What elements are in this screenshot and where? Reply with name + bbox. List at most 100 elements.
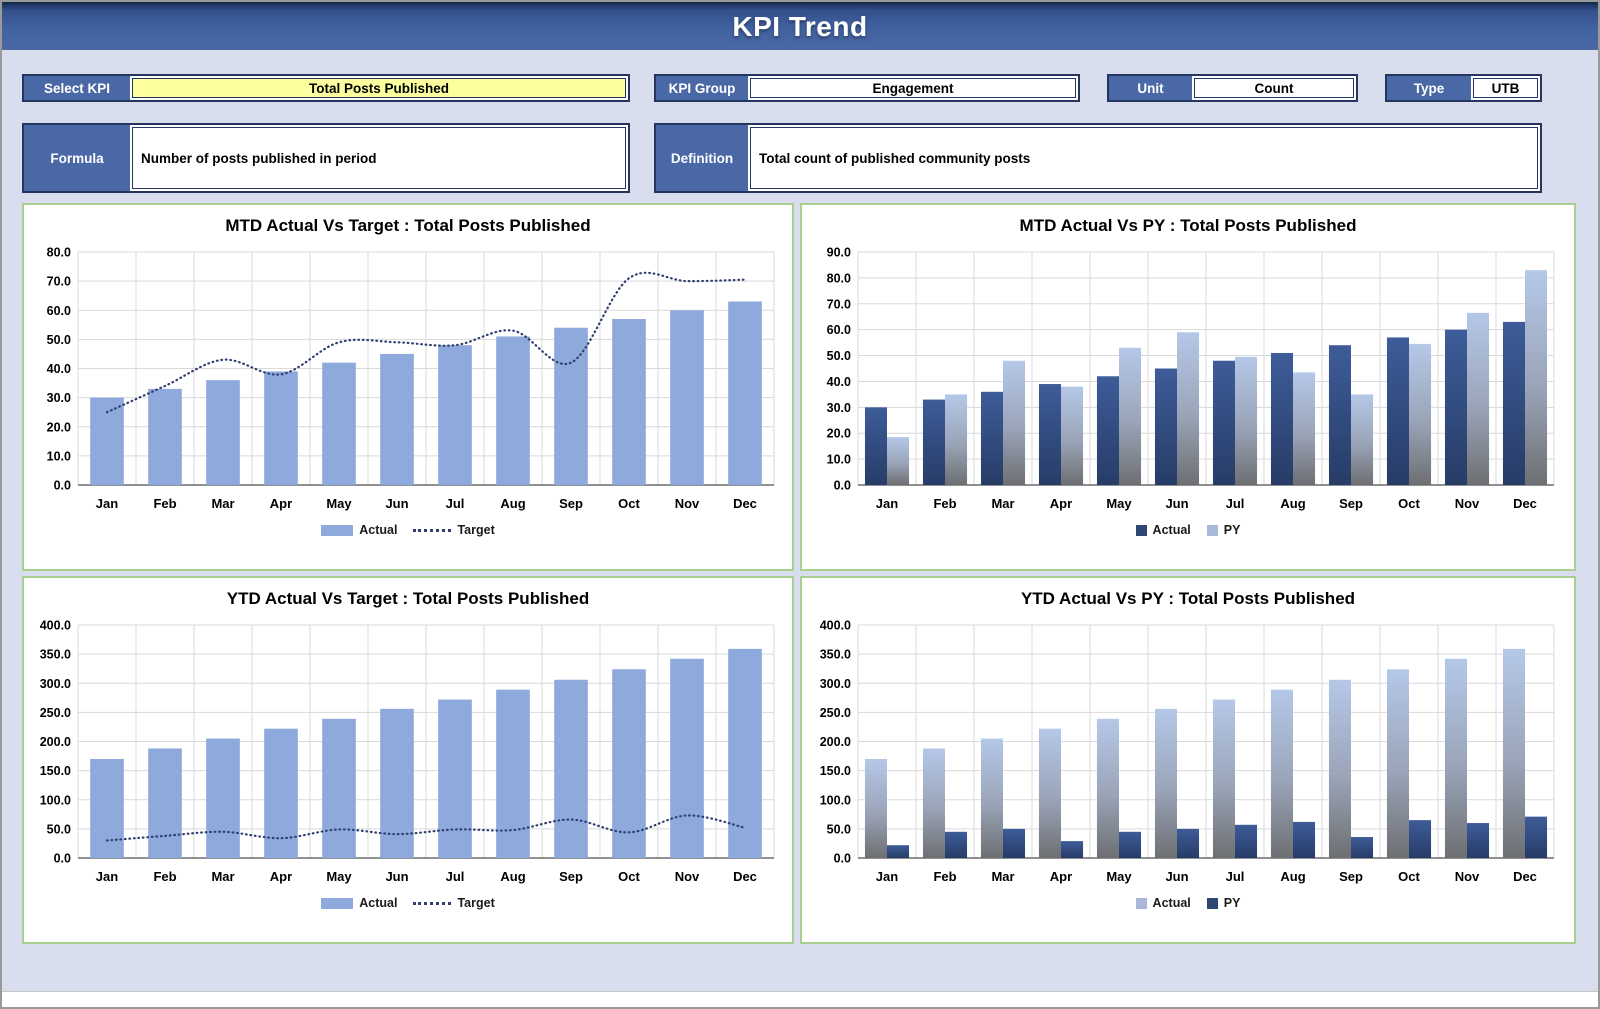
svg-text:Aug: Aug [500,496,525,511]
svg-text:50.0: 50.0 [827,349,851,363]
info-row: Formula Number of posts published in per… [22,123,1564,193]
type-value-cell: UTB [1471,76,1540,100]
svg-text:250.0: 250.0 [40,706,71,720]
svg-text:Mar: Mar [991,496,1014,511]
svg-text:150.0: 150.0 [820,764,851,778]
svg-text:Feb: Feb [153,869,176,884]
svg-text:Apr: Apr [270,869,292,884]
svg-text:Sep: Sep [559,496,583,511]
actual-swatch [1135,897,1147,909]
unit-value-cell: Count [1192,76,1356,100]
unit-field: Unit Count [1107,74,1358,102]
svg-text:Mar: Mar [211,496,234,511]
svg-text:Apr: Apr [1050,496,1072,511]
svg-text:60.0: 60.0 [827,323,851,337]
svg-text:400.0: 400.0 [40,619,71,633]
type-value: UTB [1473,78,1538,98]
svg-text:50.0: 50.0 [827,822,851,836]
type-label: Type [1387,76,1471,100]
select-kpi-value-cell: Total Posts Published [130,76,628,100]
svg-text:Aug: Aug [1280,496,1305,511]
svg-text:300.0: 300.0 [820,677,851,691]
definition-field: Definition Total count of published comm… [654,123,1542,193]
svg-text:70.0: 70.0 [47,275,71,289]
svg-text:Oct: Oct [618,869,640,884]
mtd-py-chart-canvas: 0.0 10.0 20.0 30.0 40.0 50.0 60.0 70.0 80.0 90.0 J… [827,246,1555,511]
formula-field: Formula Number of posts published in per… [22,123,630,193]
svg-text:Jul: Jul [1226,496,1245,511]
svg-text:80.0: 80.0 [827,271,851,285]
svg-text:0.0: 0.0 [834,479,851,493]
legend-label: Target [457,896,495,910]
actual-bar-swatch [321,897,354,909]
svg-text:Feb: Feb [933,869,956,884]
svg-text:Nov: Nov [675,496,700,511]
svg-text:Jul: Jul [446,496,465,511]
svg-text:40.0: 40.0 [827,375,851,389]
svg-text:60.0: 60.0 [47,304,71,318]
kpi-group-label: KPI Group [656,76,748,100]
kpi-group-value: Engagement [750,78,1076,98]
svg-text:100.0: 100.0 [40,793,71,807]
legend-label: Actual [1152,523,1191,537]
definition-value-cell: Total count of published community posts [748,125,1540,191]
kpi-group-value-cell: Engagement [748,76,1078,100]
svg-text:30.0: 30.0 [47,391,71,405]
window-footer [2,991,1598,1007]
svg-text:350.0: 350.0 [820,648,851,662]
legend-item-actual: Actual [321,896,397,910]
chart-title: YTD Actual Vs PY : Total Posts Published [1020,589,1356,608]
select-kpi-label: Select KPI [24,76,130,100]
svg-text:100.0: 100.0 [820,793,851,807]
legend-item-actual: Actual [321,523,397,537]
svg-text:Jan: Jan [876,869,898,884]
chart-panel-mtd-vs-py: MTD Actual Vs PY : Total Posts Published… [800,203,1576,571]
definition-label: Definition [656,125,748,191]
legend-label: Target [457,523,495,537]
unit-value: Count [1194,78,1354,98]
mtd-target-chart-canvas: 0.0 10.0 20.0 30.0 40.0 50.0 60.0 70.0 80.0 Jan Fe… [47,246,775,511]
svg-text:10.0: 10.0 [827,453,851,467]
svg-text:400.0: 400.0 [820,619,851,633]
chart-title: MTD Actual Vs PY : Total Posts Published [1019,216,1357,235]
type-field: Type UTB [1385,74,1542,102]
svg-text:May: May [326,869,352,884]
actual-swatch [1135,524,1147,536]
formula-value-cell: Number of posts published in period [130,125,628,191]
ytd-py-chart-canvas: 0.0 50.0 100.0 150.0 200.0 250.0 300.0 350.0 400… [820,619,1555,884]
legend-item-py: PY [1206,523,1241,537]
svg-text:Apr: Apr [1050,869,1072,884]
svg-text:10.0: 10.0 [47,449,71,463]
svg-text:30.0: 30.0 [827,401,851,415]
select-kpi-field: Select KPI Total Posts Published [22,74,630,102]
charts-grid: MTD Actual Vs Target : Total Posts Publi… [22,203,1576,944]
target-line-swatch [413,528,452,532]
dashboard-header: KPI Trend [2,2,1598,50]
legend-item-target: Target [413,523,495,537]
legend-label: Actual [359,896,398,910]
legend-item-target: Target [413,896,495,910]
svg-text:Jan: Jan [876,496,898,511]
chart-panel-ytd-vs-target: YTD Actual Vs Target : Total Posts Publi… [22,576,794,944]
svg-text:Dec: Dec [1513,869,1537,884]
legend-label: PY [1223,523,1241,537]
svg-text:Jun: Jun [385,496,408,511]
svg-text:Apr: Apr [270,496,292,511]
dashboard-content: Select KPI Total Posts Published KPI Gro… [2,50,1598,991]
svg-text:May: May [326,496,352,511]
svg-text:Dec: Dec [733,496,757,511]
svg-text:Feb: Feb [153,496,176,511]
select-kpi-dropdown[interactable]: Total Posts Published [132,78,626,98]
svg-text:May: May [1106,869,1132,884]
ytd-target-legend: Actual Target [321,896,495,910]
svg-text:Mar: Mar [211,869,234,884]
svg-text:Sep: Sep [559,869,583,884]
svg-text:250.0: 250.0 [820,706,851,720]
page-title: KPI Trend [732,11,868,42]
legend-item-py: PY [1206,896,1240,910]
legend-label: Actual [1152,896,1191,910]
chart-panel-ytd-vs-py: YTD Actual Vs PY : Total Posts Published… [800,576,1576,944]
svg-text:Jul: Jul [1226,869,1245,884]
chart-panel-mtd-vs-target: MTD Actual Vs Target : Total Posts Publi… [22,203,794,571]
